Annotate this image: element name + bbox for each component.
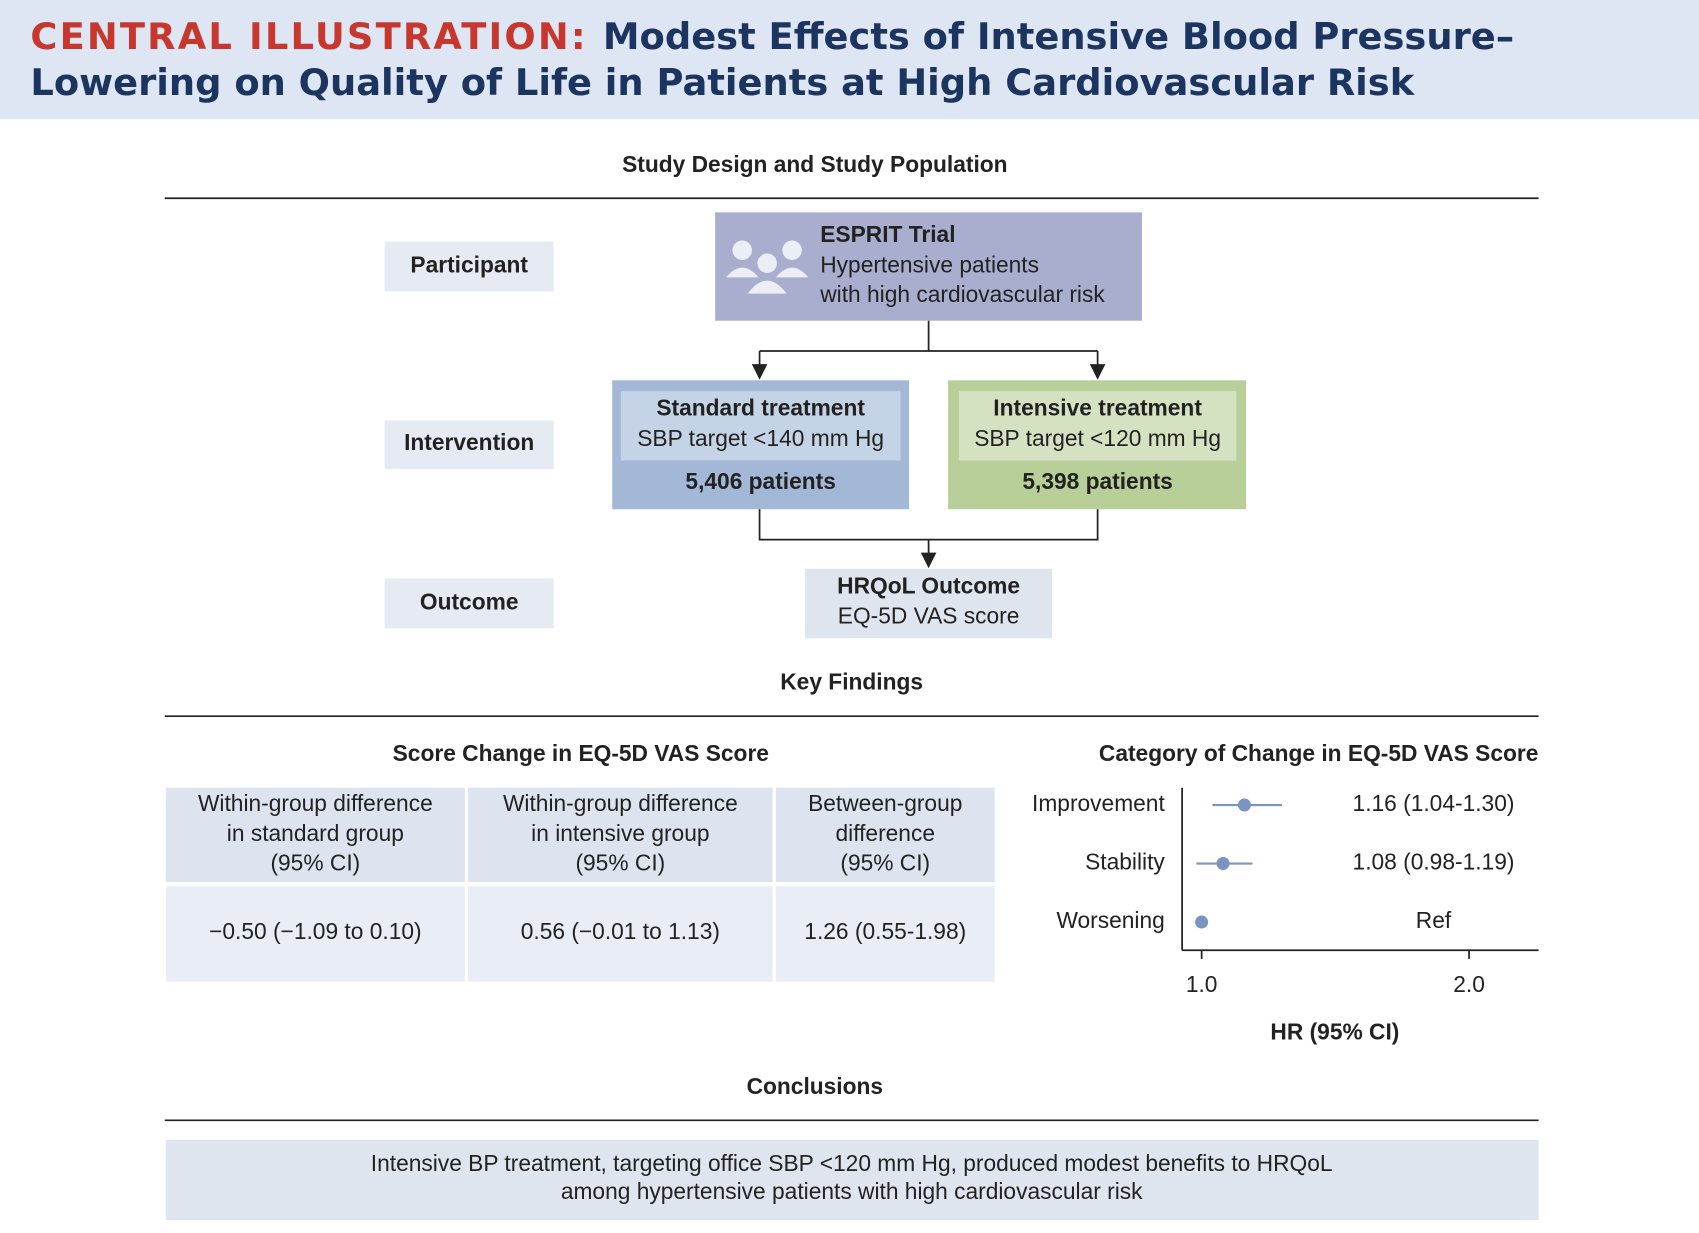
outcome-title: HRQoL Outcome (837, 572, 1020, 598)
connector (758, 509, 1099, 541)
category-label: Stability (1085, 849, 1165, 875)
outcome-text: EQ-5D VAS score (838, 603, 1020, 629)
value-label: 1.08 (0.98-1.19) (1353, 849, 1515, 875)
table-body-cell (165, 886, 465, 982)
conclusion-box (165, 1139, 1539, 1220)
trial-box (715, 212, 1143, 321)
table-body-cell (468, 886, 773, 982)
table-header-text: (95% CI) (840, 850, 930, 876)
table-header-text: Within-group difference (503, 790, 738, 816)
point-estimate (1195, 915, 1209, 929)
section-heading: Study Design and Study Population (622, 151, 1008, 177)
value-label: 1.16 (1.04-1.30) (1353, 790, 1515, 816)
arm-title: Standard treatment (656, 395, 865, 421)
chart-title: Category of Change in EQ-5D VAS Score (1099, 740, 1539, 766)
arm-target: SBP target <120 mm Hg (974, 425, 1221, 451)
trial-text: with high cardiovascular risk (819, 281, 1105, 307)
table-header-text: (95% CI) (270, 850, 360, 876)
row-label: Intervention (404, 429, 534, 455)
x-tick-label: 2.0 (1453, 971, 1485, 997)
forest-plot: Category of Change in EQ-5D VAS Score 1.0… (1032, 740, 1539, 1045)
table-header-text: in standard group (227, 820, 404, 846)
standard-inner (620, 391, 901, 461)
score-table: Within-group difference in standard group… (165, 787, 995, 982)
arm-title: Intensive treatment (993, 395, 1202, 421)
connector (759, 320, 1098, 352)
conclusion-text: among hypertensive patients with high ca… (561, 1178, 1143, 1204)
table-body-cell (775, 886, 995, 982)
intensive-inner (958, 391, 1237, 461)
x-axis-label: HR (95% CI) (1270, 1019, 1399, 1045)
category-label: Worsening (1056, 907, 1164, 933)
x-tick-label: 1.0 (1186, 971, 1218, 997)
section-heading: Conclusions (747, 1073, 884, 1099)
trial-name: ESPRIT Trial (820, 221, 955, 247)
arm-patients: 5,398 patients (1022, 468, 1172, 494)
table-header-cell (468, 787, 773, 882)
row-label: Participant (410, 252, 528, 278)
header-line-1: CENTRAL ILLUSTRATION: Modest Effects of I… (30, 14, 1514, 57)
table-header-text: Within-group difference (198, 790, 433, 816)
table-header-text: (95% CI) (575, 850, 665, 876)
table-header-cell (775, 787, 995, 882)
outcome-box (805, 568, 1053, 639)
table-header-text: in intensive group (531, 820, 709, 846)
header-title: Modest Effects of Intensive Blood Pressu… (603, 14, 1514, 57)
table-header-text: Between-group (808, 790, 962, 816)
people-icon (725, 240, 809, 294)
value-label: Ref (1416, 907, 1452, 933)
point-estimate (1237, 798, 1251, 812)
section-heading: Key Findings (780, 669, 923, 695)
table-header-cell (165, 787, 465, 882)
header-title: Lowering on Quality of Life in Patients … (30, 61, 1415, 104)
point-estimate (1216, 857, 1230, 871)
row-label-box (384, 241, 554, 292)
table-value: 0.56 (−0.01 to 1.13) (521, 918, 720, 944)
conclusion-text: Intensive BP treatment, targeting office… (371, 1150, 1333, 1176)
table-value: 1.26 (0.55-1.98) (804, 918, 966, 944)
header-band (0, 0, 1699, 120)
trial-text: Hypertensive patients (820, 252, 1039, 278)
table-value: −0.50 (−1.09 to 0.10) (209, 918, 422, 944)
row-label-box (384, 420, 554, 470)
row-label: Outcome (420, 589, 519, 615)
table-header-text: difference (836, 820, 936, 846)
table-title: Score Change in EQ-5D VAS Score (393, 740, 769, 766)
category-label: Improvement (1032, 790, 1165, 816)
arm-patients: 5,406 patients (685, 468, 835, 494)
header-label: CENTRAL ILLUSTRATION: (30, 14, 587, 57)
arm-target: SBP target <140 mm Hg (637, 425, 884, 451)
row-label-box (384, 578, 554, 629)
